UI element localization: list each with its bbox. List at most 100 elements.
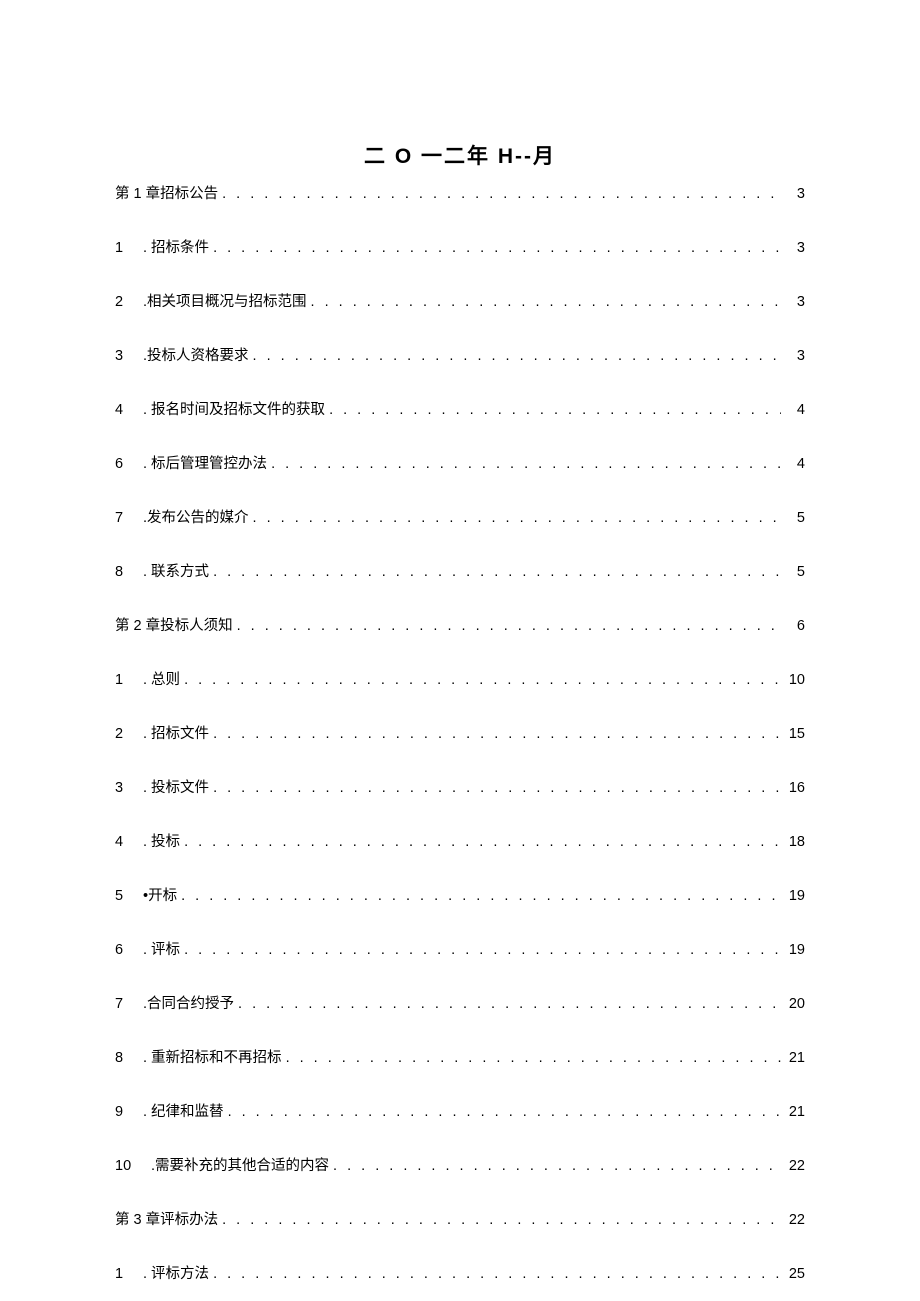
toc-item-label: . 报名时间及招标文件的获取 — [143, 398, 325, 419]
toc-item-number: 8 — [115, 1050, 133, 1066]
toc-leader-dots — [271, 456, 781, 472]
toc-item-label: .投标人资格要求 — [143, 344, 249, 365]
toc-item-label: •开标 — [143, 884, 177, 905]
toc-item-label: .发布公告的媒介 — [143, 506, 249, 527]
toc-item-page: 20 — [785, 996, 805, 1012]
toc-leader-dots — [253, 510, 781, 526]
toc-item: 7 .发布公告的媒介 5 — [115, 506, 805, 527]
document-page: 二 O 一二年 H--月 第 1 章招标公告 3 1 . 招标条件 3 2 .相关项目概况与… — [0, 0, 920, 1283]
toc-item-number: 3 — [115, 348, 133, 364]
toc-item: 6. 标后管理管控办法4 — [115, 452, 805, 473]
toc-leader-dots — [228, 1104, 781, 1120]
toc-leader-dots — [286, 1050, 781, 1066]
toc-item: 7 .合同合约授予 20 — [115, 992, 805, 1013]
toc-item-page: 19 — [785, 888, 805, 904]
toc-item-page: 22 — [785, 1158, 805, 1174]
toc-list: 第 1 章招标公告 3 1 . 招标条件 3 2 .相关项目概况与招标范围 3 3 .投标人资格要… — [115, 182, 805, 1283]
toc-item-label: .合同合约授予 — [143, 992, 234, 1013]
toc-item-page: 18 — [785, 834, 805, 850]
toc-item-number: 6 — [115, 456, 133, 472]
toc-item-number: 7 — [115, 996, 133, 1012]
toc-item-label: . 联系方式 — [143, 560, 209, 581]
toc-leader-dots — [213, 1266, 781, 1282]
toc-item-number: 8 — [115, 564, 133, 580]
toc-item-page: 22 — [785, 1212, 805, 1228]
toc-item-number: 9 — [115, 1104, 133, 1120]
toc-leader-dots — [253, 348, 781, 364]
toc-item: 第 1 章招标公告 3 — [115, 182, 805, 203]
toc-item-label: 第 1 章招标公告 — [115, 182, 218, 203]
toc-item-label: . 招标文件 — [143, 722, 209, 743]
toc-leader-dots — [184, 942, 781, 958]
toc-leader-dots — [237, 618, 781, 634]
toc-leader-dots — [222, 186, 781, 202]
toc-item-page: 5 — [785, 510, 805, 526]
toc-item-number: 5 — [115, 888, 133, 904]
toc-item-page: 4 — [785, 402, 805, 418]
toc-item-page: 5 — [785, 564, 805, 580]
toc-item: 5 •开标 19 — [115, 884, 805, 905]
toc-item-page: 25 — [785, 1266, 805, 1282]
toc-item-number: 2 — [115, 726, 133, 742]
toc-item: 8 . 联系方式 5 — [115, 560, 805, 581]
toc-leader-dots — [181, 888, 781, 904]
toc-item-page: 3 — [785, 240, 805, 256]
toc-leader-dots — [222, 1212, 781, 1228]
toc-item: 3 .投标人资格要求 3 — [115, 344, 805, 365]
toc-item-label: . 标后管理管控办法 — [143, 452, 267, 473]
toc-item-number: 1 — [115, 672, 133, 688]
toc-leader-dots — [213, 240, 781, 256]
toc-item: 第 3 章评标办法 22 — [115, 1208, 805, 1229]
toc-item-label: . 投标 — [143, 830, 180, 851]
toc-item-label: .需要补充的其他合适的内容 — [151, 1154, 329, 1175]
toc-item-page: 15 — [785, 726, 805, 742]
toc-item-page: 3 — [785, 294, 805, 310]
toc-item-page: 16 — [785, 780, 805, 796]
toc-item-page: 3 — [785, 348, 805, 364]
page-title: 二 O 一二年 H--月 — [115, 140, 805, 170]
toc-item-number: 4 — [115, 402, 133, 418]
toc-item: 8 . 重新招标和不再招标 21 — [115, 1046, 805, 1067]
toc-item-number: 4 — [115, 834, 133, 850]
toc-leader-dots — [213, 564, 781, 580]
toc-leader-dots — [311, 294, 781, 310]
toc-item: 2 . 招标文件 15 — [115, 722, 805, 743]
toc-leader-dots — [213, 780, 781, 796]
toc-item-page: 19 — [785, 942, 805, 958]
toc-item-label: . 投标文件 — [143, 776, 209, 797]
toc-item-number: 1 — [115, 1266, 133, 1282]
toc-item: 1 . 评标方法 25 — [115, 1262, 805, 1283]
toc-item: 10 .需要补充的其他合适的内容 22 — [115, 1154, 805, 1175]
toc-item-number: 7 — [115, 510, 133, 526]
toc-leader-dots — [184, 672, 781, 688]
toc-item: 3 . 投标文件16 — [115, 776, 805, 797]
toc-leader-dots — [184, 834, 781, 850]
toc-item: 1. 总则10 — [115, 668, 805, 689]
toc-item: 4 . 报名时间及招标文件的获取 4 — [115, 398, 805, 419]
toc-item-label: 第 3 章评标办法 — [115, 1208, 218, 1229]
toc-item-label: . 评标方法 — [143, 1262, 209, 1283]
toc-leader-dots — [329, 402, 781, 418]
toc-item-page: 6 — [785, 618, 805, 634]
toc-item: 9 . 纪律和监替 21 — [115, 1100, 805, 1121]
toc-item-label: . 重新招标和不再招标 — [143, 1046, 282, 1067]
toc-item-label: .相关项目概况与招标范围 — [143, 290, 307, 311]
toc-leader-dots — [333, 1158, 781, 1174]
toc-item-number: 2 — [115, 294, 133, 310]
toc-item-label: . 招标条件 — [143, 236, 209, 257]
toc-item: 第 2 章投标人须知 6 — [115, 614, 805, 635]
toc-item-label: . 评标 — [143, 938, 180, 959]
toc-item-label: 第 2 章投标人须知 — [115, 614, 233, 635]
toc-item: 1 . 招标条件 3 — [115, 236, 805, 257]
toc-item: 6 . 评标 19 — [115, 938, 805, 959]
toc-item-number: 10 — [115, 1158, 141, 1174]
toc-item-page: 21 — [785, 1104, 805, 1120]
toc-item-label: . 纪律和监替 — [143, 1100, 224, 1121]
toc-leader-dots — [213, 726, 781, 742]
toc-item-page: 3 — [785, 186, 805, 202]
toc-item-number: 1 — [115, 240, 133, 256]
toc-item: 2 .相关项目概况与招标范围 3 — [115, 290, 805, 311]
toc-item-number: 6 — [115, 942, 133, 958]
toc-item-page: 21 — [785, 1050, 805, 1066]
toc-leader-dots — [238, 996, 781, 1012]
